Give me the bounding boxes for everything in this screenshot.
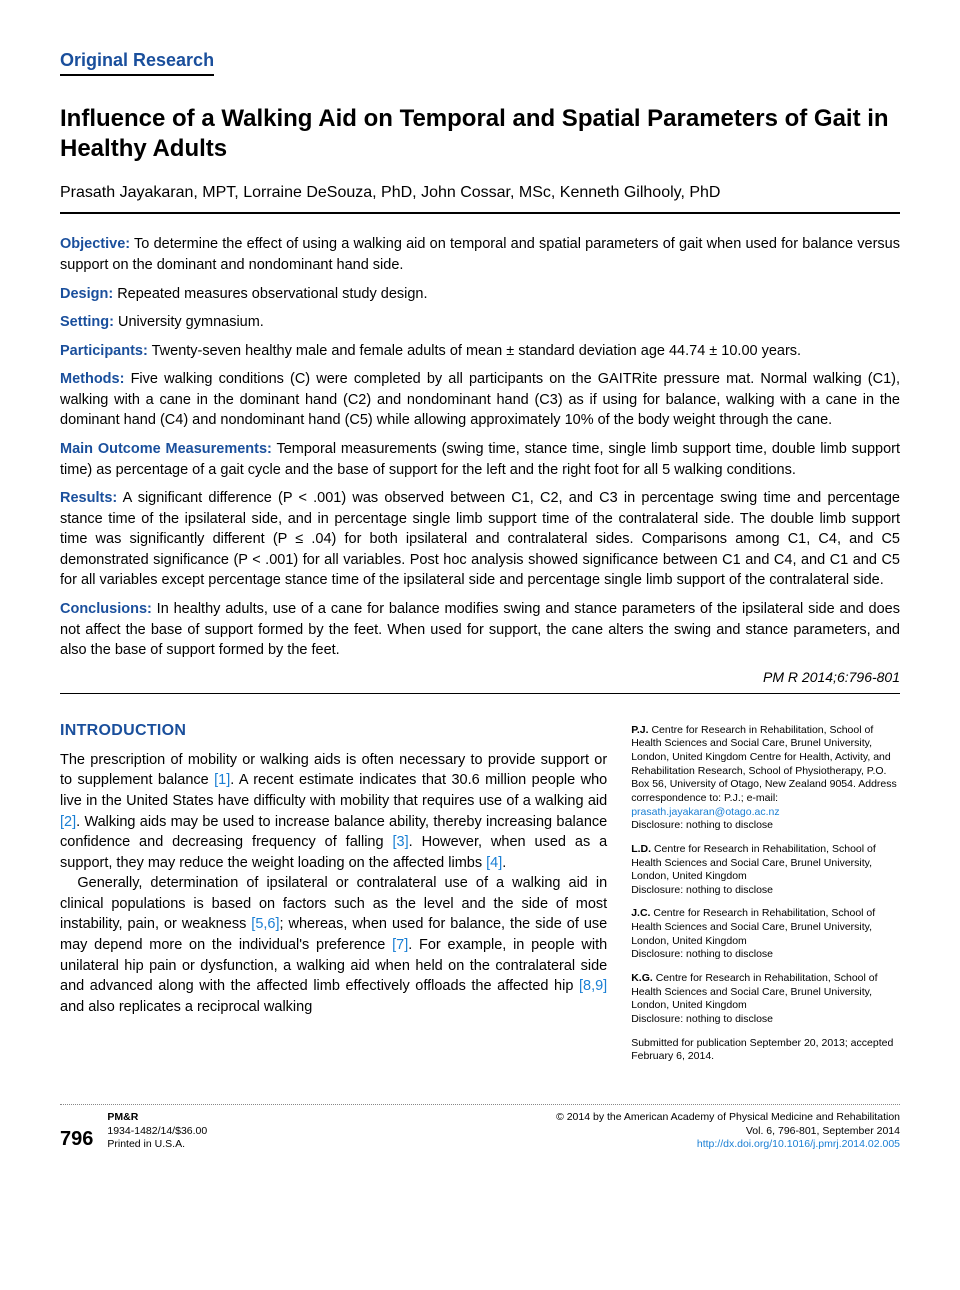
footer-left-text: PM&R 1934-1482/14/$36.00 Printed in U.S.… <box>107 1111 207 1152</box>
abstract-results: Results: A significant difference (P < .… <box>60 488 900 591</box>
footer-vol: Vol. 6, 796-801, September 2014 <box>556 1125 900 1139</box>
footer-journal: PM&R <box>107 1111 207 1125</box>
ref-link-7[interactable]: [7] <box>392 937 408 953</box>
affil-pj: P.J. Centre for Research in Rehabilitati… <box>631 724 900 833</box>
affil-kg-initials: K.G. <box>631 972 653 984</box>
affil-jc-initials: J.C. <box>631 907 650 919</box>
citation-line: PM R 2014;6:796-801 <box>60 669 900 694</box>
page-number: 796 <box>60 1126 93 1152</box>
abstract-objective: Objective: To determine the effect of us… <box>60 234 900 275</box>
affil-kg-text: Centre for Research in Rehabilitation, S… <box>631 972 877 1011</box>
introduction-heading: INTRODUCTION <box>60 722 607 740</box>
footer-right: © 2014 by the American Academy of Physic… <box>556 1111 900 1152</box>
authors-line: Prasath Jayakaran, MPT, Lorraine DeSouza… <box>60 182 900 204</box>
abstract-setting: Setting: University gymnasium. <box>60 312 900 333</box>
results-text: A significant difference (P < .001) was … <box>60 490 900 588</box>
ref-link-3[interactable]: [3] <box>392 834 408 850</box>
participants-label: Participants: <box>60 343 148 359</box>
abstract-outcome: Main Outcome Measurements: Temporal meas… <box>60 439 900 480</box>
affil-kg-disclosure: Disclosure: nothing to disclose <box>631 1013 773 1025</box>
affil-jc-disclosure: Disclosure: nothing to disclose <box>631 948 773 960</box>
affil-kg: K.G. Centre for Research in Rehabilitati… <box>631 972 900 1027</box>
two-column-layout: INTRODUCTION The prescription of mobilit… <box>60 722 900 1074</box>
methods-label: Methods: <box>60 371 124 387</box>
affil-pj-email[interactable]: prasath.jayakaran@otago.ac.nz <box>631 806 779 818</box>
footer-printed: Printed in U.S.A. <box>107 1138 207 1152</box>
outcome-label: Main Outcome Measurements: <box>60 441 272 457</box>
ref-link-1[interactable]: [1] <box>214 772 230 788</box>
participants-text: Twenty-seven healthy male and female adu… <box>148 343 801 359</box>
setting-text: University gymnasium. <box>114 314 264 330</box>
affil-jc-text: Centre for Research in Rehabilitation, S… <box>631 907 875 946</box>
objective-text: To determine the effect of using a walki… <box>60 236 900 273</box>
footer-issn: 1934-1482/14/$36.00 <box>107 1125 207 1139</box>
methods-text: Five walking conditions (C) were complet… <box>60 371 900 428</box>
objective-label: Objective: <box>60 236 130 252</box>
intro-para-2: Generally, determination of ipsilateral … <box>60 873 607 1017</box>
intro-para-1: The prescription of mobility or walking … <box>60 750 607 873</box>
ref-link-4[interactable]: [4] <box>486 855 502 871</box>
abstract-participants: Participants: Twenty-seven healthy male … <box>60 341 900 362</box>
sidebar-affiliations: P.J. Centre for Research in Rehabilitati… <box>631 722 900 1074</box>
abstract-design: Design: Repeated measures observational … <box>60 284 900 305</box>
authors-rule <box>60 212 900 214</box>
affil-pj-text: Centre for Research in Rehabilitation, S… <box>631 724 897 804</box>
ref-link-8-9[interactable]: [8,9] <box>579 978 607 994</box>
ref-link-5-6[interactable]: [5,6] <box>251 916 279 932</box>
footer-doi[interactable]: http://dx.doi.org/10.1016/j.pmrj.2014.02… <box>556 1138 900 1152</box>
article-title: Influence of a Walking Aid on Temporal a… <box>60 104 900 164</box>
footer-copyright: © 2014 by the American Academy of Physic… <box>556 1111 900 1125</box>
design-label: Design: <box>60 286 113 302</box>
abstract-conclusions: Conclusions: In healthy adults, use of a… <box>60 599 900 661</box>
design-text: Repeated measures observational study de… <box>113 286 427 302</box>
section-label: Original Research <box>60 50 214 76</box>
main-column: INTRODUCTION The prescription of mobilit… <box>60 722 607 1074</box>
ref-link-2[interactable]: [2] <box>60 814 76 830</box>
conclusions-label: Conclusions: <box>60 601 152 617</box>
affil-ld: L.D. Centre for Research in Rehabilitati… <box>631 843 900 898</box>
page-footer: 796 PM&R 1934-1482/14/$36.00 Printed in … <box>60 1104 900 1152</box>
abstract-methods: Methods: Five walking conditions (C) wer… <box>60 369 900 431</box>
affil-jc: J.C. Centre for Research in Rehabilitati… <box>631 907 900 962</box>
affil-ld-text: Centre for Research in Rehabilitation, S… <box>631 843 876 882</box>
footer-left: 796 PM&R 1934-1482/14/$36.00 Printed in … <box>60 1111 207 1152</box>
affil-pj-disclosure: Disclosure: nothing to disclose <box>631 819 773 831</box>
affil-ld-disclosure: Disclosure: nothing to disclose <box>631 884 773 896</box>
intro-p2-d: and also replicates a reciprocal walking <box>60 999 312 1015</box>
conclusions-text: In healthy adults, use of a cane for bal… <box>60 601 900 658</box>
intro-p1-e: . <box>502 855 506 871</box>
setting-label: Setting: <box>60 314 114 330</box>
affil-ld-initials: L.D. <box>631 843 651 855</box>
affil-pj-initials: P.J. <box>631 724 648 736</box>
submitted-line: Submitted for publication September 20, … <box>631 1037 900 1064</box>
results-label: Results: <box>60 490 117 506</box>
